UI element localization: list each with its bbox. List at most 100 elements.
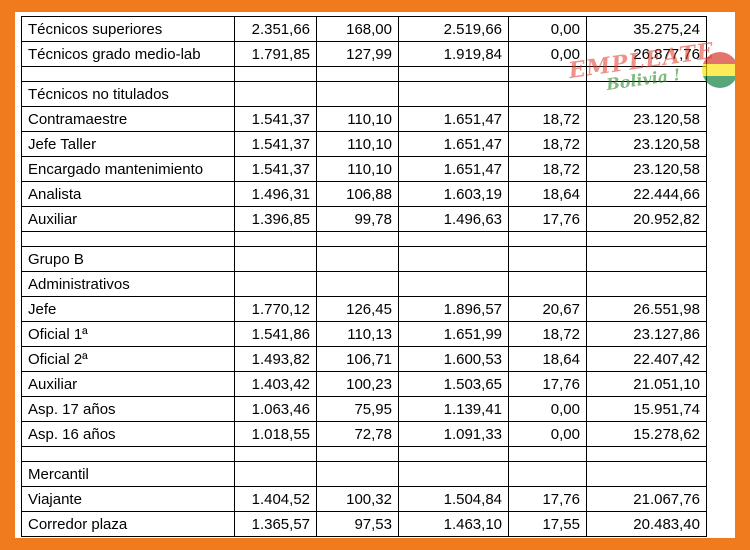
table-cell-value: 2.351,66	[234, 16, 317, 42]
table-row: Técnicos no titulados	[21, 81, 707, 107]
table-cell-value: 2.519,66	[398, 16, 509, 42]
table-cell-value: 1.919,84	[398, 41, 509, 67]
table-cell-empty	[586, 446, 707, 462]
table-row: Contramaestre 1.541,37 110,10 1.651,47 18,72…	[21, 106, 707, 132]
table-cell-value: 18,72	[508, 131, 587, 157]
table-cell-value	[234, 461, 317, 487]
table-cell-value: 17,76	[508, 486, 587, 512]
table-cell-value	[234, 81, 317, 107]
table-cell-value: 23.120,58	[586, 106, 707, 132]
table-cell-value	[398, 271, 509, 297]
table-cell-value	[316, 271, 399, 297]
table-row: Auxiliar 1.403,42 100,23 1.503,65 17,76 21.05…	[21, 371, 707, 397]
table-cell-value	[316, 461, 399, 487]
table-row: Viajante 1.404,52 100,32 1.504,84 17,76 21.06…	[21, 486, 707, 512]
table-cell-value: 1.091,33	[398, 421, 509, 447]
row-label: Auxiliar	[21, 206, 235, 232]
table-cell-value: 1.396,85	[234, 206, 317, 232]
row-label: Auxiliar	[21, 371, 235, 397]
table-row: Corredor plaza 1.365,57 97,53 1.463,10 17,55…	[21, 511, 707, 537]
table-cell-value: 1.404,52	[234, 486, 317, 512]
table-cell-value: 1.541,37	[234, 131, 317, 157]
row-label: Corredor plaza	[21, 511, 235, 537]
table-cell-empty	[508, 66, 587, 82]
table-cell-empty	[398, 66, 509, 82]
table-cell-empty	[234, 446, 317, 462]
table-cell-value: 100,23	[316, 371, 399, 397]
table-cell-value: 1.791,85	[234, 41, 317, 67]
table-cell-value: 26.551,98	[586, 296, 707, 322]
table-cell-value: 1.541,37	[234, 156, 317, 182]
table-cell-value: 18,72	[508, 321, 587, 347]
table-cell-value: 1.503,65	[398, 371, 509, 397]
table-cell-value: 0,00	[508, 16, 587, 42]
table-cell-value	[508, 246, 587, 272]
table-row: Técnicos superiores 2.351,66 168,00 2.519,6…	[21, 16, 707, 42]
table-cell-value: 1.770,12	[234, 296, 317, 322]
table-cell-value: 1.651,47	[398, 106, 509, 132]
table-cell-value	[586, 246, 707, 272]
table-cell-value: 1.496,63	[398, 206, 509, 232]
table-row: Oficial 1ª 1.541,86 110,13 1.651,99 18,72 23.…	[21, 321, 707, 347]
row-label: Técnicos grado medio-lab	[21, 41, 235, 67]
table-cell-value: 20.952,82	[586, 206, 707, 232]
table-spacer-row	[21, 66, 707, 82]
table-cell-empty	[398, 446, 509, 462]
table-cell-value: 22.444,66	[586, 181, 707, 207]
table-cell-value: 1.651,47	[398, 131, 509, 157]
table-cell-empty	[316, 66, 399, 82]
table-row: Mercantil	[21, 461, 707, 487]
table-row: Grupo B	[21, 246, 707, 272]
table-cell-value: 18,72	[508, 156, 587, 182]
table-cell-value: 127,99	[316, 41, 399, 67]
table-cell-value	[508, 81, 587, 107]
table-cell-value: 106,71	[316, 346, 399, 372]
table-cell-value: 0,00	[508, 421, 587, 447]
table-cell-empty	[586, 66, 707, 82]
table-cell-value: 0,00	[508, 41, 587, 67]
table-cell-value: 1.493,82	[234, 346, 317, 372]
table-cell-value: 99,78	[316, 206, 399, 232]
table-row: Administrativos	[21, 271, 707, 297]
table-row: Jefe 1.770,12 126,45 1.896,57 20,67 26.551,98	[21, 296, 707, 322]
row-label: Oficial 1ª	[21, 321, 235, 347]
table-cell-value: 20,67	[508, 296, 587, 322]
table-cell-empty	[508, 231, 587, 247]
row-label: Asp. 16 años	[21, 421, 235, 447]
table-cell-value: 1.139,41	[398, 396, 509, 422]
row-label: Encargado mantenimiento	[21, 156, 235, 182]
table-row: Encargado mantenimiento 1.541,37 110,10 1.6…	[21, 156, 707, 182]
table-cell-value: 110,10	[316, 106, 399, 132]
table-cell-empty	[234, 66, 317, 82]
document-page: Técnicos superiores 2.351,66 168,00 2.519,6…	[15, 12, 735, 538]
row-label: Analista	[21, 181, 235, 207]
table-cell-value: 17,76	[508, 206, 587, 232]
table-cell-value: 23.120,58	[586, 131, 707, 157]
table-cell-empty	[316, 446, 399, 462]
table-cell-empty	[21, 446, 235, 462]
table-cell-value: 1.651,47	[398, 156, 509, 182]
table-cell-value	[234, 246, 317, 272]
table-cell-value: 1.603,19	[398, 181, 509, 207]
row-label: Asp. 17 años	[21, 396, 235, 422]
table-row: Analista 1.496,31 106,88 1.603,19 18,64 22.44…	[21, 181, 707, 207]
table-cell-value: 72,78	[316, 421, 399, 447]
table-cell-value: 126,45	[316, 296, 399, 322]
table-cell-value: 110,10	[316, 156, 399, 182]
table-row: Jefe Taller 1.541,37 110,10 1.651,47 18,72 23…	[21, 131, 707, 157]
table-cell-value: 110,13	[316, 321, 399, 347]
table-cell-value: 20.483,40	[586, 511, 707, 537]
table-cell-value: 1.018,55	[234, 421, 317, 447]
row-label: Oficial 2ª	[21, 346, 235, 372]
row-label: Jefe	[21, 296, 235, 322]
table-cell-value: 1.504,84	[398, 486, 509, 512]
table-cell-value	[508, 271, 587, 297]
salary-table: Técnicos superiores 2.351,66 168,00 2.519,6…	[21, 16, 707, 537]
table-row: Asp. 16 años 1.018,55 72,78 1.091,33 0,00 15.…	[21, 421, 707, 447]
table-cell-value	[586, 81, 707, 107]
table-cell-value: 106,88	[316, 181, 399, 207]
table-row: Técnicos grado medio-lab 1.791,85 127,99 1.…	[21, 41, 707, 67]
row-label: Contramaestre	[21, 106, 235, 132]
table-cell-value: 1.896,57	[398, 296, 509, 322]
table-cell-value: 1.541,37	[234, 106, 317, 132]
